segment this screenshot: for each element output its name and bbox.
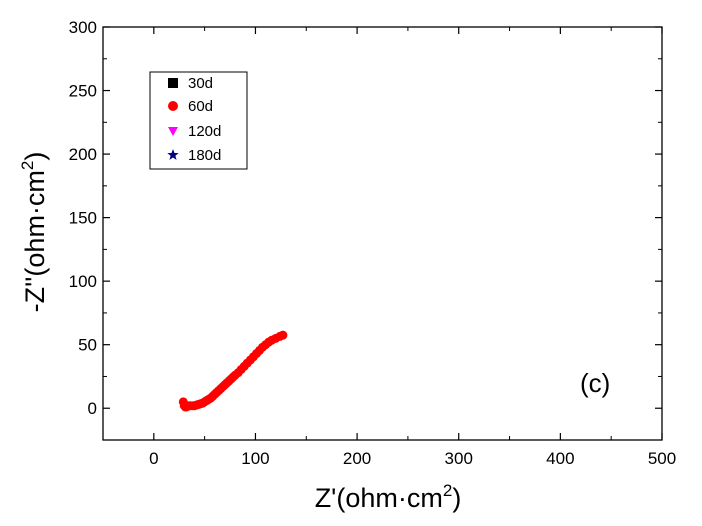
x-tick-label: 0 [149, 449, 158, 468]
x-tick-label: 500 [648, 449, 676, 468]
legend-marker-120d [168, 127, 178, 136]
x-tick-label: 200 [343, 449, 371, 468]
y-tick-label: 250 [69, 82, 97, 101]
legend-label-180d: 180d [188, 147, 221, 164]
legend-marker-60d [168, 101, 178, 111]
y-tick-label: 200 [69, 145, 97, 164]
x-tick-label: 300 [445, 449, 473, 468]
y-axis-title: -Z''(ohm·cm2) [18, 152, 50, 313]
legend-label-120d: 120d [188, 123, 221, 140]
plot-frame [102, 26, 663, 441]
y-tick-label: 300 [69, 18, 97, 37]
y-tick-label: 150 [69, 209, 97, 228]
legend-marker-30d [168, 78, 178, 88]
legend-label-30d: 30d [188, 75, 213, 92]
x-tick-label: 400 [546, 449, 574, 468]
legend-label-60d: 60d [188, 98, 213, 115]
y-tick-label: 100 [69, 272, 97, 291]
x-axis-title: Z'(ohm·cm2) [315, 481, 462, 513]
legend-markers [167, 78, 179, 160]
panel-annotation: (c) [580, 368, 610, 398]
x-tick-label: 100 [241, 449, 269, 468]
data-point-60d [278, 330, 288, 340]
legend: 30d 60d 120d 180d [149, 71, 248, 170]
y-tick-label: 50 [78, 336, 97, 355]
y-tick-label: 0 [88, 399, 97, 418]
data-points [178, 330, 288, 412]
legend-marker-180d [167, 149, 179, 160]
axis-ticks: 0 100 200 300 400 500 0 50 100 150 200 250 300 [69, 18, 677, 468]
legend-box [149, 71, 248, 170]
